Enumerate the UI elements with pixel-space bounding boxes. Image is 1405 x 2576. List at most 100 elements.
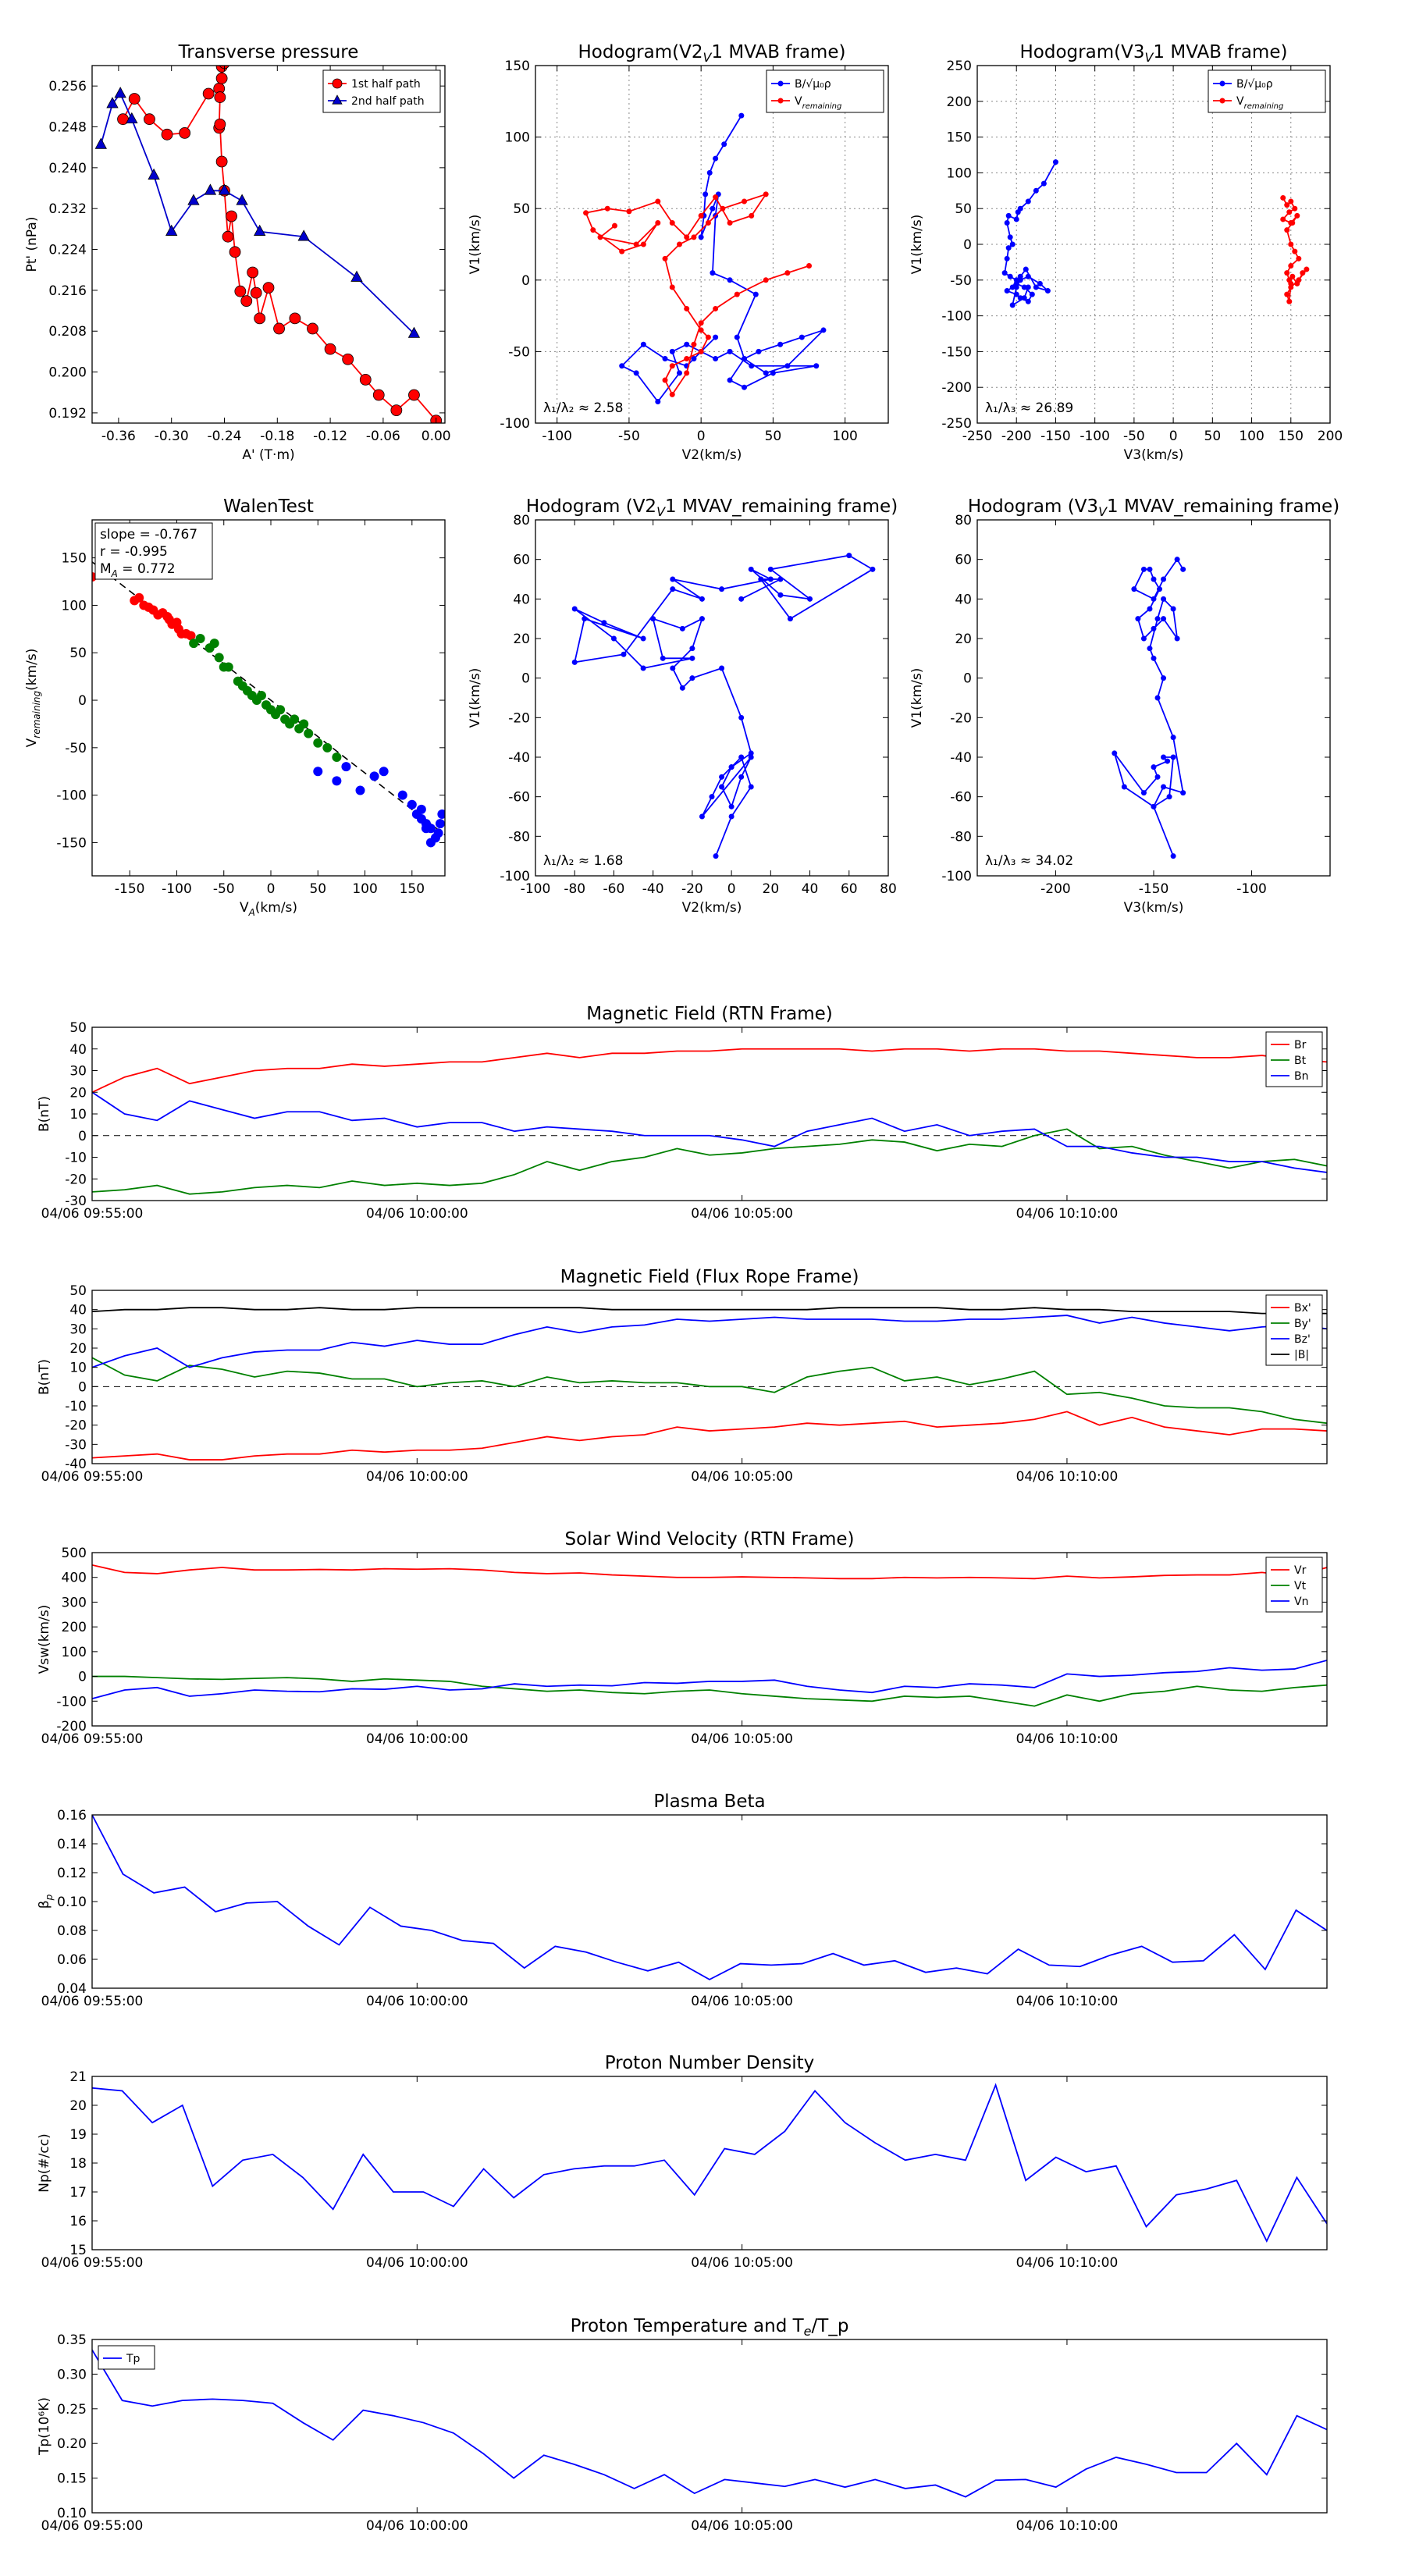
data-point xyxy=(784,363,791,369)
data-point xyxy=(727,220,733,226)
data-point xyxy=(1013,284,1019,290)
data-point xyxy=(1288,241,1294,247)
x-tick-label: 04/06 10:05:00 xyxy=(691,2255,793,2271)
chart-h2: -250 -200 -150 -100 -50 0 50 100 150 200-250-200-… xyxy=(909,42,1343,463)
y-tick-label: 0 xyxy=(521,671,530,687)
legend-marker xyxy=(777,98,784,104)
stats-line: MA = 0.772 xyxy=(100,561,176,579)
data-point xyxy=(597,234,603,240)
data-point xyxy=(165,224,178,236)
stats-line: r = -0.995 xyxy=(100,544,168,560)
data-point xyxy=(425,838,436,848)
axes-frame xyxy=(91,1290,1328,1464)
data-point xyxy=(94,137,107,149)
data-point xyxy=(777,576,784,582)
data-point xyxy=(679,685,685,691)
y-tick-label: -200 xyxy=(56,1719,87,1735)
axes-frame xyxy=(91,1552,1328,1727)
x-tick-label: 150 xyxy=(1279,429,1304,444)
y-tick-label: -40 xyxy=(950,750,972,766)
data-point xyxy=(748,566,754,572)
data-point xyxy=(408,389,420,401)
x-tick-label: 04/06 10:00:00 xyxy=(366,2255,468,2271)
data-point xyxy=(1161,576,1167,582)
y-tick-label: 0 xyxy=(78,1379,87,1395)
data-point xyxy=(355,785,365,795)
y-tick-label: 50 xyxy=(69,1020,87,1036)
y-tick-label: 0 xyxy=(78,1670,87,1685)
series-line-2nd half path xyxy=(100,92,415,335)
data-point xyxy=(144,113,155,126)
y-tick-label: 0.240 xyxy=(48,161,87,176)
x-tick-label: 04/06 09:55:00 xyxy=(41,2255,144,2271)
stats-line: slope = -0.767 xyxy=(100,527,197,543)
data-point xyxy=(698,348,704,354)
legend-label: 1st half path xyxy=(351,78,421,91)
data-point xyxy=(777,592,784,598)
data-point xyxy=(1154,774,1161,780)
data-point xyxy=(1037,280,1043,286)
y-tick-label: -30 xyxy=(65,1194,87,1209)
x-tick-label: 0 xyxy=(697,429,706,444)
data-point xyxy=(1025,298,1031,304)
data-point xyxy=(669,391,675,397)
y-tick-label: 30 xyxy=(69,1064,87,1080)
axes-frame xyxy=(976,519,1331,877)
x-tick-label: 04/06 10:00:00 xyxy=(366,1206,468,1222)
data-point xyxy=(332,753,342,762)
data-point xyxy=(148,168,160,180)
chart-title: Transverse pressure xyxy=(178,42,359,62)
data-point xyxy=(1029,291,1035,297)
data-point xyxy=(691,356,697,362)
data-point xyxy=(1286,298,1293,304)
data-point xyxy=(215,155,228,168)
data-point xyxy=(706,169,713,176)
data-point xyxy=(655,399,661,405)
y-tick-label: -100 xyxy=(500,416,530,432)
data-point xyxy=(787,616,793,622)
data-point xyxy=(626,208,632,215)
data-point xyxy=(218,183,231,195)
data-point xyxy=(407,799,417,809)
data-point xyxy=(633,370,639,376)
y-tick-label: 0.10 xyxy=(57,2506,87,2521)
data-point xyxy=(1007,234,1013,240)
data-point xyxy=(738,754,745,760)
y-tick-label: 0.20 xyxy=(57,2436,87,2452)
data-point xyxy=(1013,216,1019,222)
data-point xyxy=(684,341,690,347)
data-point xyxy=(1165,758,1171,764)
legend-label: Br xyxy=(1294,1039,1307,1051)
data-point xyxy=(1151,764,1157,770)
data-point xyxy=(799,334,805,340)
y-tick-label: 0.192 xyxy=(48,406,87,422)
data-point xyxy=(705,334,711,340)
plot-area xyxy=(92,1815,1327,1980)
data-point xyxy=(713,155,719,162)
y-tick-label: 21 xyxy=(69,2069,87,2085)
y-tick-label: -10 xyxy=(65,1399,87,1414)
data-point xyxy=(332,776,342,786)
data-point xyxy=(807,596,813,602)
data-point xyxy=(1284,227,1290,233)
plot-area xyxy=(1112,557,1186,859)
data-point xyxy=(713,356,719,362)
y-axis-label: V1(km/s) xyxy=(909,668,925,728)
y-tick-label: 0 xyxy=(521,273,530,289)
x-axis-label: V3(km/s) xyxy=(1124,447,1184,463)
data-point xyxy=(1004,255,1010,262)
eigen-ratio-annotation: λ₁/λ₃ ≈ 34.02 xyxy=(985,853,1073,869)
y-tick-label: 80 xyxy=(513,513,530,528)
data-point xyxy=(372,389,385,401)
data-point xyxy=(1161,784,1167,790)
data-point xyxy=(1280,194,1286,201)
x-tick-label: -50 xyxy=(1123,429,1145,444)
y-tick-label: -100 xyxy=(941,869,972,884)
series-line-B/√μ₀ρ xyxy=(621,115,824,404)
legend-marker xyxy=(1219,80,1225,87)
legend-label: |B| xyxy=(1294,1349,1309,1361)
data-point xyxy=(676,370,682,376)
x-tick-label: 04/06 10:05:00 xyxy=(691,1206,793,1222)
data-point xyxy=(699,616,705,622)
